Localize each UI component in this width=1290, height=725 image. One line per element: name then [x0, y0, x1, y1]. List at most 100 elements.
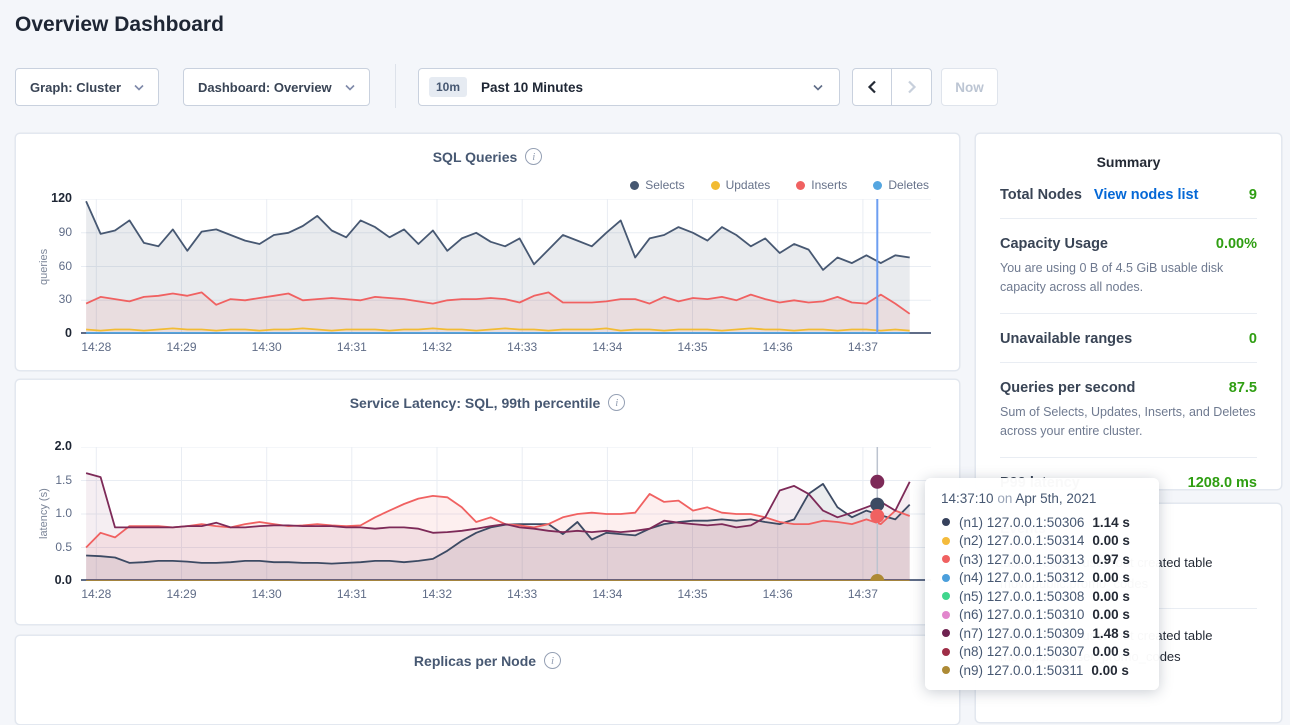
summary-row: Total Nodes View nodes list 9: [1000, 170, 1257, 219]
legend-label: Inserts: [811, 178, 848, 192]
tooltip-node-row: (n4) 127.0.0.1:50312 0.00 s: [939, 569, 1145, 588]
tooltip-node-label: (n7) 127.0.0.1:50309: [959, 625, 1085, 641]
y-tick-label: 60: [58, 258, 72, 273]
summary-row-value: 9: [1248, 187, 1257, 203]
chevron-down-icon: [813, 84, 823, 91]
time-range-badge: 10m: [429, 77, 468, 97]
series-color-dot: [942, 592, 950, 601]
tooltip-node-row: (n9) 127.0.0.1:50311 0.00 s: [939, 661, 1145, 680]
tooltip-node-value: 0.00 s: [1092, 533, 1130, 549]
x-tick-label: 14:34: [592, 587, 623, 601]
toolbar-divider: [395, 64, 396, 108]
chevron-left-icon: [867, 80, 876, 94]
tooltip-node-row: (n6) 127.0.0.1:50310 0.00 s: [939, 606, 1145, 625]
x-tick-label: 14:29: [166, 340, 197, 354]
service-latency-card: Service Latency: SQL, 99th percentile i …: [15, 379, 960, 625]
legend-dot: [710, 180, 720, 190]
summary-row-value: 0.00%: [1215, 236, 1257, 252]
legend-item-selects[interactable]: Selects: [630, 178, 685, 192]
summary-row-label: Total Nodes: [1000, 187, 1082, 203]
summary-panel: Summary Total Nodes View nodes list 9 Capac…: [975, 133, 1282, 491]
series-color-dot: [942, 555, 950, 564]
chevron-down-icon: [345, 84, 355, 91]
y-tick-label: 30: [58, 292, 72, 307]
hover-dot: [870, 474, 885, 489]
time-prev-button[interactable]: [853, 69, 893, 105]
time-range-label: Past 10 Minutes: [481, 79, 584, 95]
now-button[interactable]: Now: [941, 68, 998, 106]
time-next-button[interactable]: [892, 69, 931, 105]
y-tick-label: 90: [58, 224, 72, 239]
service-latency-title: Service Latency: SQL, 99th percentile: [349, 394, 601, 411]
replicas-per-node-card: Replicas per Node i: [15, 635, 960, 725]
legend-item-inserts[interactable]: Inserts: [796, 178, 847, 192]
tooltip-node-value: 0.00 s: [1092, 570, 1130, 586]
summary-row-label: Queries per second: [1000, 379, 1136, 396]
tooltip-node-row: (n2) 127.0.0.1:50314 0.00 s: [939, 532, 1145, 551]
summary-row-value: 87.5: [1228, 379, 1257, 396]
y-tick-label: 2.0: [54, 439, 72, 453]
y-tick-label: 1.0: [55, 506, 72, 520]
series-color-dot: [942, 536, 950, 545]
x-tick-label: 14:31: [336, 340, 367, 354]
overview-dashboard-page: { "page": { "title": "Overview Dashboard…: [15, 13, 1282, 725]
hover-dot: [870, 509, 885, 523]
y-tick-label: 0.5: [55, 539, 72, 554]
x-tick-label: 14:29: [166, 587, 197, 601]
y-tick-label: 1.5: [55, 472, 72, 487]
x-tick-label: 14:30: [251, 340, 282, 354]
legend-dot: [630, 180, 640, 190]
time-nav-group: [852, 68, 932, 106]
sql-queries-chart[interactable]: [81, 199, 931, 334]
series-color-dot: [942, 610, 950, 619]
y-tick-label: 120: [51, 191, 72, 205]
tooltip-node-row: (n8) 127.0.0.1:50307 0.00 s: [939, 643, 1145, 662]
legend-item-deletes[interactable]: Deletes: [873, 178, 929, 192]
legend-item-updates[interactable]: Updates: [710, 178, 770, 192]
x-tick-label: 14:30: [251, 587, 282, 601]
tooltip-node-value: 0.00 s: [1091, 662, 1129, 678]
chevron-right-icon: [907, 80, 916, 94]
info-icon[interactable]: i: [608, 394, 626, 411]
summary-row-label: Unavailable ranges: [1000, 330, 1133, 347]
summary-title: Summary: [1096, 154, 1161, 170]
tooltip-node-label: (n9) 127.0.0.1:50311: [959, 662, 1084, 678]
info-icon[interactable]: i: [544, 652, 562, 669]
info-icon[interactable]: i: [525, 148, 543, 165]
legend-dot: [873, 180, 883, 190]
dashboard-dropdown[interactable]: Dashboard: Overview: [183, 68, 370, 106]
tooltip-node-label: (n8) 127.0.0.1:50307: [959, 644, 1085, 660]
x-tick-label: 14:34: [592, 340, 623, 354]
summary-row-description: You are using 0 B of 4.5 GiB usable disk…: [1000, 261, 1224, 295]
y-tick-label: 0.0: [54, 573, 72, 587]
legend-label: Deletes: [888, 178, 929, 192]
tooltip-node-value: 1.14 s: [1092, 514, 1130, 530]
sql-queries-title: SQL Queries: [432, 148, 518, 165]
summary-row: Capacity Usage 0.00% You are using 0 B of …: [1000, 219, 1257, 314]
summary-row-line: Queries per second 87.5: [1000, 380, 1257, 396]
tooltip-node-value: 0.00 s: [1092, 607, 1130, 623]
tooltip-node-value: 0.97 s: [1092, 551, 1130, 567]
tooltip-timestamp: 14:37:10 on Apr 5th, 2021: [941, 491, 1097, 506]
tooltip-node-row: (n7) 127.0.0.1:50309 1.48 s: [939, 624, 1145, 643]
series-color-dot: [942, 629, 950, 638]
sql-queries-legend: Selects Updates Inserts Deletes: [630, 178, 929, 192]
x-tick-label: 14:35: [677, 587, 708, 601]
summary-row-line: Capacity Usage 0.00%: [1000, 236, 1257, 252]
hover-dot: [870, 497, 885, 512]
chevron-down-icon: [134, 84, 144, 91]
hover-dot: [870, 574, 885, 581]
x-tick-label: 14:32: [421, 340, 453, 354]
summary-row: Unavailable ranges 0: [1000, 314, 1257, 363]
tooltip-node-label: (n1) 127.0.0.1:50306: [959, 514, 1085, 530]
time-range-selector[interactable]: 10m Past 10 Minutes: [418, 68, 840, 106]
page-title: Overview Dashboard: [15, 13, 224, 36]
view-nodes-list-link[interactable]: View nodes list: [1093, 187, 1199, 203]
service-latency-chart[interactable]: [81, 447, 931, 581]
series-color-dot: [942, 647, 950, 656]
chart-hover-tooltip: 14:37:10 on Apr 5th, 2021 (n1) 127.0.0.1…: [925, 478, 1159, 690]
summary-row-value: 1208.0 ms: [1187, 474, 1257, 491]
x-tick-label: 14:28: [81, 340, 112, 354]
x-tick-label: 14:33: [507, 340, 538, 354]
graph-dropdown[interactable]: Graph: Cluster: [15, 68, 159, 106]
